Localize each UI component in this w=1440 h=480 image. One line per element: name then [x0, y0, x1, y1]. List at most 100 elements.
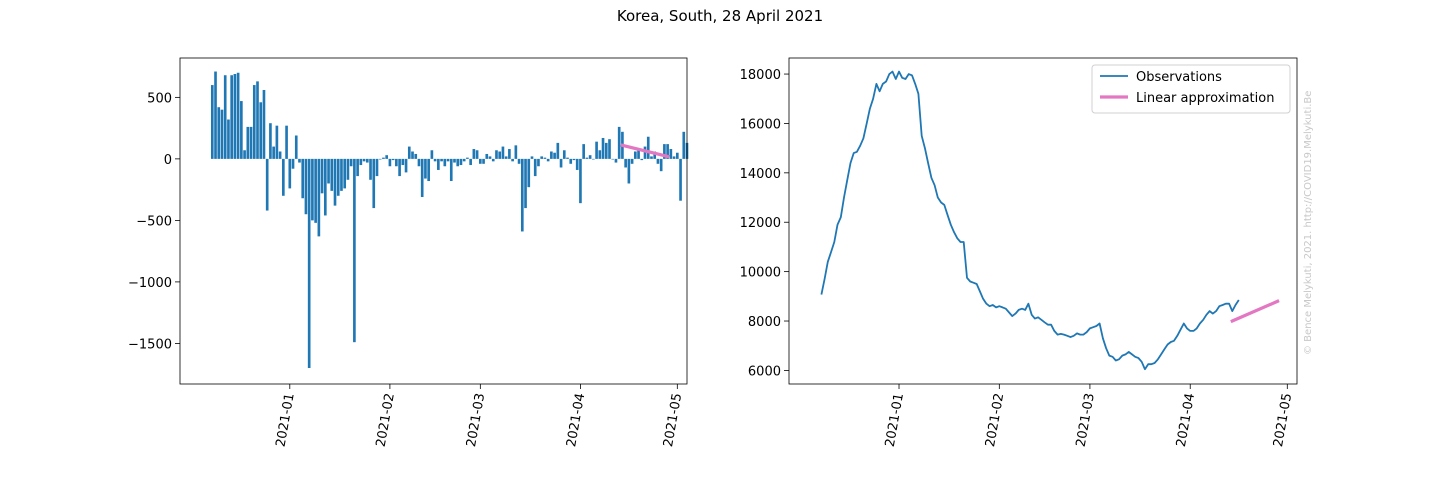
right-y-tick-label: 8000 [748, 315, 781, 330]
bar [446, 158, 450, 162]
bar [666, 144, 669, 159]
bar [414, 153, 418, 159]
bar [682, 131, 686, 159]
bar [530, 156, 534, 159]
bar [330, 158, 334, 191]
bar [663, 144, 666, 159]
bar [569, 158, 573, 164]
bar [220, 109, 224, 159]
bar [411, 151, 414, 159]
bar [365, 158, 369, 163]
bar [479, 158, 482, 164]
bar [453, 158, 456, 163]
bar [246, 126, 250, 159]
bar [617, 126, 621, 159]
legend: Observations Linear approximation [1091, 64, 1291, 114]
bar [601, 137, 605, 159]
bar [349, 158, 353, 167]
bar [301, 158, 305, 199]
bar [395, 158, 398, 167]
bar [508, 149, 511, 159]
bar [637, 150, 640, 159]
left-plot-frame [179, 57, 688, 385]
bar [653, 151, 657, 159]
bar [265, 158, 269, 211]
bar [540, 156, 544, 159]
bar [210, 85, 214, 159]
bar [236, 72, 240, 159]
bar [420, 158, 424, 198]
bar [285, 125, 288, 159]
bar [320, 158, 324, 194]
left-y-tick-label: 500 [147, 91, 172, 106]
bar [469, 158, 472, 166]
bar [449, 158, 453, 182]
left-bar-chart: 2021-01 2021-02 2021-03 2021-04 2021-05 500 0 −… [128, 57, 689, 448]
bar [556, 142, 560, 159]
bar [249, 126, 253, 159]
bar [385, 155, 388, 159]
bar [611, 158, 615, 160]
right-y-tick-label: 6000 [748, 364, 781, 379]
bar [650, 156, 653, 159]
bar [214, 71, 217, 159]
bar [566, 157, 569, 159]
bar [407, 146, 411, 159]
left-x-tick-label: 2021-03 [464, 392, 488, 448]
bar [372, 158, 376, 209]
bar [559, 158, 563, 168]
bar [585, 157, 589, 159]
right-x-tick-label: 2021-04 [1174, 392, 1198, 448]
right-plot-frame [788, 57, 1298, 385]
bar [472, 149, 476, 159]
left-x-tick-label: 2021-04 [564, 392, 588, 448]
bar [275, 125, 279, 159]
bar [595, 141, 598, 159]
bar [288, 158, 292, 189]
left-y-tick-label: −1500 [128, 337, 172, 352]
right-y-tick-label: 16000 [740, 117, 781, 132]
bar [314, 158, 317, 223]
bar [646, 136, 650, 159]
bar [443, 158, 447, 167]
bar [630, 158, 634, 164]
bar [488, 156, 492, 159]
bar [675, 152, 679, 159]
bar [252, 85, 256, 159]
right-y-tick-label: 12000 [740, 216, 781, 231]
bar [514, 145, 518, 159]
bar [362, 158, 366, 162]
right-x-tick-label: 2021-05 [1271, 392, 1295, 448]
bar [343, 158, 347, 189]
bar [336, 158, 340, 196]
bar [307, 158, 311, 369]
bar [233, 73, 237, 159]
bar [340, 158, 343, 191]
bar [546, 158, 550, 162]
watermark-text: © Bence Melykuti, 2021. http://COVID19.M… [1303, 91, 1314, 355]
bar [466, 157, 469, 159]
bar [317, 158, 321, 237]
bar [291, 158, 295, 169]
bar [356, 158, 359, 177]
bar [582, 144, 585, 159]
bar [495, 150, 498, 159]
bar [353, 158, 356, 343]
bar [491, 158, 495, 162]
bar [230, 75, 233, 159]
bar [456, 158, 460, 167]
bar [262, 89, 266, 159]
bar [462, 158, 466, 162]
bar [679, 158, 682, 201]
bar [388, 158, 392, 167]
bar [475, 150, 479, 159]
bar [401, 158, 405, 166]
bar [656, 158, 660, 164]
bar [217, 107, 221, 159]
bar [437, 158, 440, 170]
bar [517, 158, 521, 164]
bar [482, 158, 485, 164]
bar [404, 158, 408, 173]
bar [223, 75, 227, 159]
